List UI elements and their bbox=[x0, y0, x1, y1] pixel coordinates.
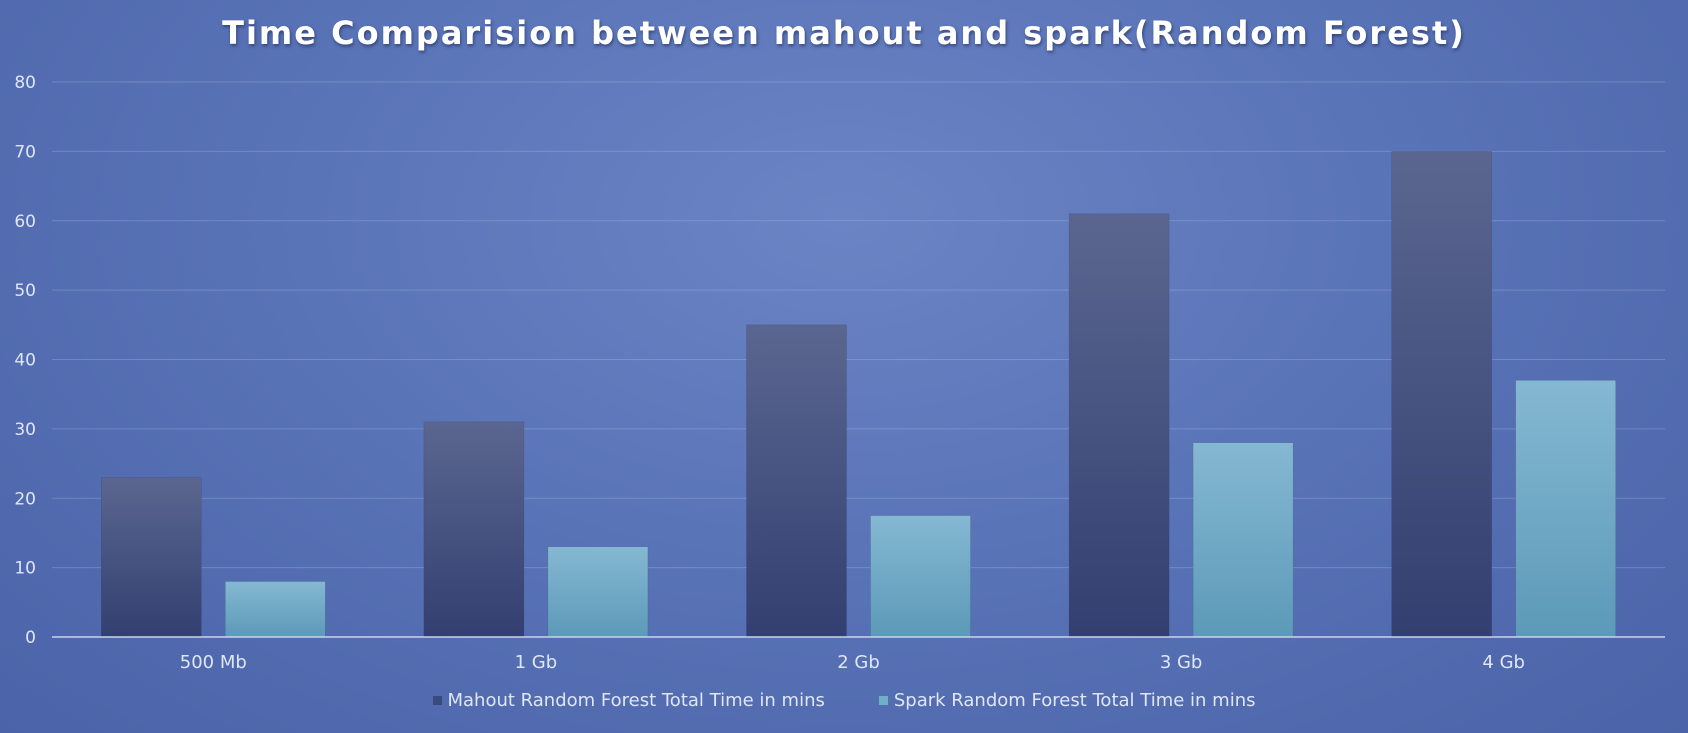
x-tick-label: 1 Gb bbox=[515, 652, 558, 673]
bar-series-1 bbox=[547, 546, 649, 638]
legend-label: Spark Random Forest Total Time in mins bbox=[893, 690, 1256, 711]
x-tick-label: 2 Gb bbox=[837, 652, 880, 673]
legend-item: Mahout Random Forest Total Time in mins bbox=[432, 690, 825, 711]
x-tick-label: 3 Gb bbox=[1160, 652, 1203, 673]
chart-title: Time Comparision between mahout and spar… bbox=[222, 14, 1466, 52]
bar-series-0 bbox=[746, 324, 847, 638]
bar-series-1 bbox=[1515, 380, 1616, 638]
bar-series-0 bbox=[1068, 213, 1170, 638]
x-tick-label: 500 Mb bbox=[180, 652, 247, 673]
y-tick-label: 0 bbox=[25, 628, 36, 648]
y-tick-label: 60 bbox=[14, 212, 36, 232]
bar-series-1 bbox=[870, 515, 971, 638]
y-tick-label: 30 bbox=[14, 420, 36, 440]
bar-series-1 bbox=[225, 581, 326, 638]
chart-legend: Mahout Random Forest Total Time in mins S… bbox=[0, 690, 1688, 711]
x-tick-label: 4 Gb bbox=[1482, 652, 1525, 673]
y-tick-label: 80 bbox=[14, 73, 36, 93]
y-tick-label: 20 bbox=[14, 489, 36, 509]
bar-series-1 bbox=[1192, 442, 1294, 638]
legend-item: Spark Random Forest Total Time in mins bbox=[878, 690, 1256, 711]
bar-series-0 bbox=[423, 421, 525, 638]
bar-series-0 bbox=[1391, 151, 1492, 638]
legend-swatch bbox=[432, 696, 442, 705]
legend-swatch bbox=[878, 696, 888, 705]
y-tick-label: 50 bbox=[14, 281, 36, 301]
y-tick-label: 10 bbox=[14, 559, 36, 579]
y-tick-label: 40 bbox=[14, 351, 36, 371]
y-tick-label: 70 bbox=[14, 142, 36, 162]
bar-series-0 bbox=[101, 477, 202, 638]
legend-label: Mahout Random Forest Total Time in mins bbox=[447, 690, 825, 711]
